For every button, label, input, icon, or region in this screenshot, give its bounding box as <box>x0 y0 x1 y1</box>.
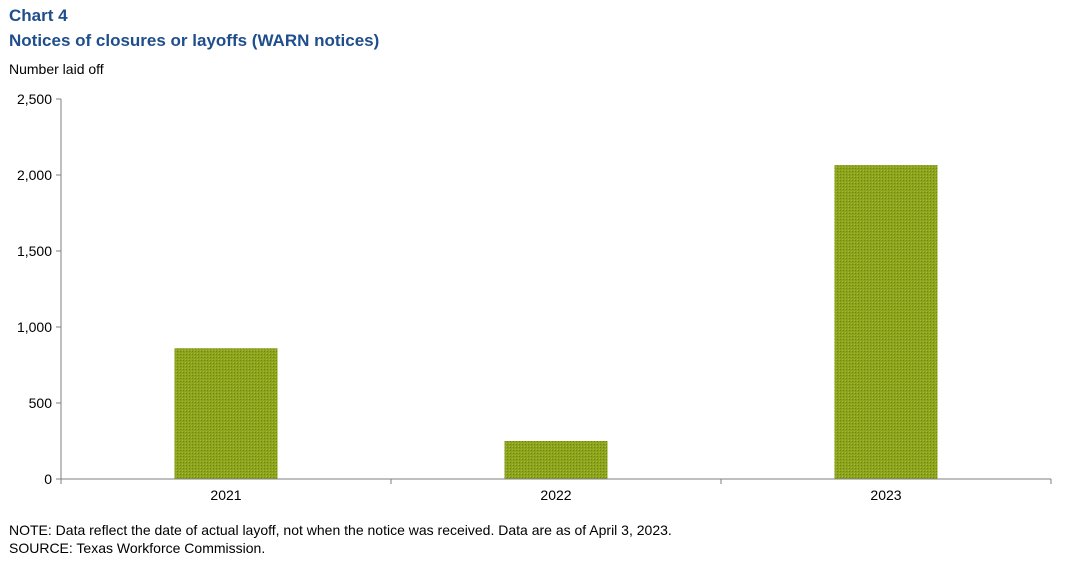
y-tick-label: 2,000 <box>17 167 52 183</box>
chart-note: NOTE: Data reflect the date of actual la… <box>9 522 672 538</box>
x-tick-label: 2022 <box>540 487 571 503</box>
x-axis-ticks: 2021 2022 2023 <box>60 479 1052 503</box>
bar-2022 <box>504 441 608 479</box>
x-tick-label: 2021 <box>210 487 241 503</box>
chart-label: Chart 4 <box>9 6 68 25</box>
y-tick-label: 500 <box>29 395 53 411</box>
chart-source: SOURCE: Texas Workforce Commission. <box>9 540 266 556</box>
y-tick-label: 1,500 <box>17 243 52 259</box>
y-tick-label: 1,000 <box>17 319 52 335</box>
bar-2023 <box>834 165 938 479</box>
y-axis-label: Number laid off <box>9 61 104 77</box>
axes <box>60 99 1051 480</box>
y-tick-label: 0 <box>44 471 52 487</box>
bars <box>174 165 938 479</box>
x-tick-label: 2023 <box>870 487 901 503</box>
chart-title: Notices of closures or layoffs (WARN not… <box>9 31 380 50</box>
y-tick-label: 2,500 <box>17 91 52 107</box>
y-axis-ticks: 0 500 1,000 1,500 2,000 2,500 <box>17 91 61 487</box>
bar-2021 <box>174 348 278 479</box>
